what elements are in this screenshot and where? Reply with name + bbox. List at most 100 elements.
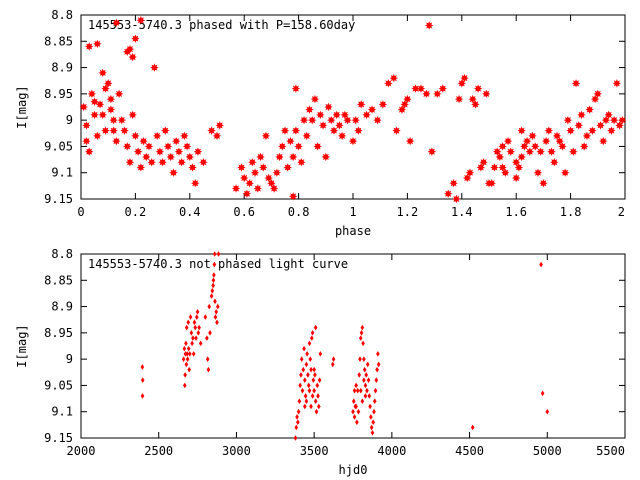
data-point bbox=[147, 158, 156, 167]
data-point bbox=[261, 131, 271, 141]
data-point bbox=[183, 372, 187, 378]
data-point bbox=[528, 131, 537, 141]
data-point bbox=[84, 42, 94, 51]
data-point bbox=[363, 382, 368, 389]
data-point bbox=[194, 314, 199, 320]
data-point bbox=[112, 18, 121, 28]
data-point bbox=[362, 356, 366, 362]
data-point bbox=[293, 435, 298, 441]
x-axis-label: phase bbox=[335, 224, 371, 238]
data-point bbox=[144, 142, 154, 151]
data-point bbox=[303, 403, 307, 410]
y-tick-label: 9.1 bbox=[51, 166, 73, 180]
data-point bbox=[82, 121, 91, 130]
data-point bbox=[125, 158, 135, 167]
data-point bbox=[569, 147, 578, 156]
unphased-light-curve-panel: 2000 2500 3000 3500 4000 4500 5000 5500 8.8 8.85 8… bbox=[15, 247, 626, 477]
data-point bbox=[120, 126, 129, 135]
y-tick-label: 9 bbox=[66, 352, 73, 366]
data-point bbox=[106, 94, 116, 104]
plot-frame bbox=[80, 14, 626, 200]
data-point bbox=[301, 366, 306, 373]
data-point bbox=[310, 330, 315, 336]
data-point bbox=[131, 34, 140, 43]
data-point bbox=[79, 102, 88, 112]
data-point bbox=[593, 89, 602, 99]
data-point bbox=[331, 356, 336, 362]
data-point bbox=[351, 408, 355, 415]
x-tick-label: 2500 bbox=[144, 444, 173, 458]
data-point bbox=[314, 408, 319, 415]
data-point bbox=[375, 366, 379, 373]
data-point bbox=[533, 168, 543, 177]
data-point bbox=[618, 115, 627, 125]
data-point bbox=[337, 131, 347, 141]
data-point bbox=[192, 319, 197, 326]
data-point bbox=[286, 136, 295, 146]
data-point bbox=[313, 398, 318, 404]
data-point bbox=[306, 382, 311, 389]
data-point bbox=[212, 251, 217, 257]
data-point bbox=[275, 152, 284, 162]
data-point bbox=[300, 387, 305, 394]
data-point bbox=[206, 366, 211, 373]
data-point bbox=[525, 147, 534, 156]
data-point bbox=[490, 163, 499, 172]
x-tick-label: 5000 bbox=[533, 444, 562, 458]
data-point bbox=[161, 126, 170, 135]
data-point bbox=[487, 179, 496, 188]
x-tick-label: 0.6 bbox=[233, 205, 255, 219]
data-point bbox=[309, 366, 313, 373]
data-point bbox=[195, 309, 200, 315]
data-point bbox=[362, 377, 366, 383]
data-point bbox=[187, 366, 191, 373]
data-point bbox=[539, 179, 548, 188]
data-point bbox=[463, 173, 472, 183]
data-point bbox=[358, 356, 362, 362]
data-point bbox=[181, 356, 186, 362]
data-point bbox=[184, 361, 189, 368]
data-point bbox=[283, 163, 292, 172]
y-tick-label: 8.85 bbox=[44, 34, 73, 48]
data-point bbox=[139, 136, 148, 146]
data-point bbox=[332, 110, 341, 120]
data-point bbox=[193, 147, 203, 156]
data-point bbox=[372, 408, 376, 415]
data-point bbox=[522, 136, 532, 146]
data-point bbox=[248, 158, 257, 167]
data-point bbox=[101, 126, 110, 135]
data-point bbox=[313, 142, 322, 151]
data-point bbox=[590, 94, 600, 104]
data-point bbox=[545, 408, 550, 415]
data-point bbox=[305, 105, 314, 114]
data-point bbox=[367, 105, 377, 114]
data-point bbox=[210, 288, 215, 294]
data-point bbox=[155, 147, 165, 156]
data-point bbox=[473, 84, 483, 93]
data-point bbox=[308, 356, 313, 362]
data-point bbox=[601, 115, 611, 125]
data-point bbox=[539, 261, 543, 268]
data-point bbox=[112, 136, 121, 146]
data-point bbox=[307, 387, 312, 394]
data-point bbox=[400, 100, 409, 109]
y-tick-label: 8.9 bbox=[51, 61, 73, 75]
y-tick-label: 9.1 bbox=[51, 405, 73, 419]
data-point bbox=[369, 414, 373, 420]
data-point bbox=[313, 324, 318, 331]
data-point bbox=[288, 152, 298, 162]
data-point bbox=[240, 173, 249, 183]
data-point bbox=[324, 102, 333, 112]
data-point bbox=[299, 356, 304, 362]
data-point bbox=[438, 84, 447, 93]
data-point bbox=[213, 314, 218, 320]
data-point bbox=[299, 115, 309, 125]
data-point bbox=[93, 131, 102, 141]
data-point bbox=[470, 424, 475, 431]
data-point bbox=[555, 136, 564, 146]
data-point bbox=[215, 303, 220, 310]
data-point bbox=[354, 126, 363, 135]
x-tick-label: 3000 bbox=[222, 444, 251, 458]
data-point bbox=[207, 126, 216, 135]
data-point bbox=[376, 361, 381, 368]
